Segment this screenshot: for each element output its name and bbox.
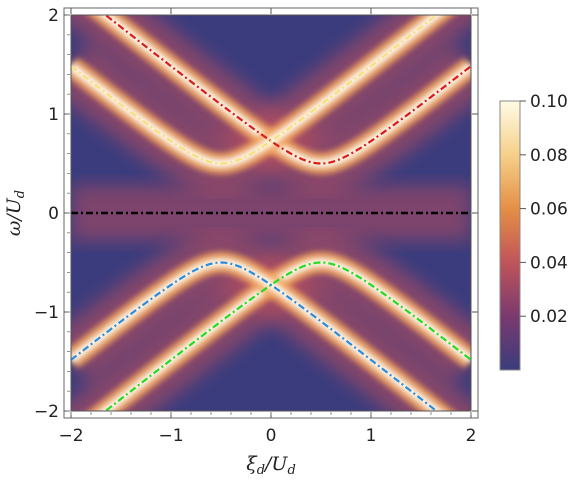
band-lines-layer	[71, 15, 471, 411]
colorbar-tick-label: 0.08	[530, 146, 568, 166]
y-axis-ticks: −2 −1 0 1 2	[34, 6, 478, 422]
colorbar-ticks: 0.02 0.04 0.06 0.08 0.10	[520, 92, 568, 327]
x-tick-label: 0	[266, 426, 277, 446]
colorbar-tick-label: 0.10	[530, 92, 568, 112]
y-tick-label: −1	[34, 303, 59, 323]
colorbar-tick-label: 0.02	[530, 307, 568, 327]
x-tick-label: −1	[158, 426, 183, 446]
y-axis-label: ω/Ud	[3, 190, 28, 236]
colorbar	[499, 100, 521, 371]
x-tick-label: 1	[366, 426, 377, 446]
band-line-1	[71, 15, 439, 165]
band-line-3	[71, 261, 439, 411]
y-tick-label: −2	[34, 402, 59, 422]
heatmap-area	[71, 15, 471, 411]
colorbar-tick-label: 0.06	[530, 200, 568, 220]
colorbar-tick-label: 0.04	[530, 253, 568, 273]
x-tick-label: 2	[466, 426, 477, 446]
plot-frame	[70, 14, 472, 412]
y-tick-label: 0	[48, 204, 59, 224]
y-tick-label: 2	[48, 6, 59, 26]
x-axis-ticks: −2 −1 0 1 2	[58, 8, 476, 446]
x-tick-label: −2	[58, 426, 83, 446]
x-axis-label: ξd/Ud	[246, 453, 296, 478]
y-tick-label: 1	[48, 105, 59, 125]
